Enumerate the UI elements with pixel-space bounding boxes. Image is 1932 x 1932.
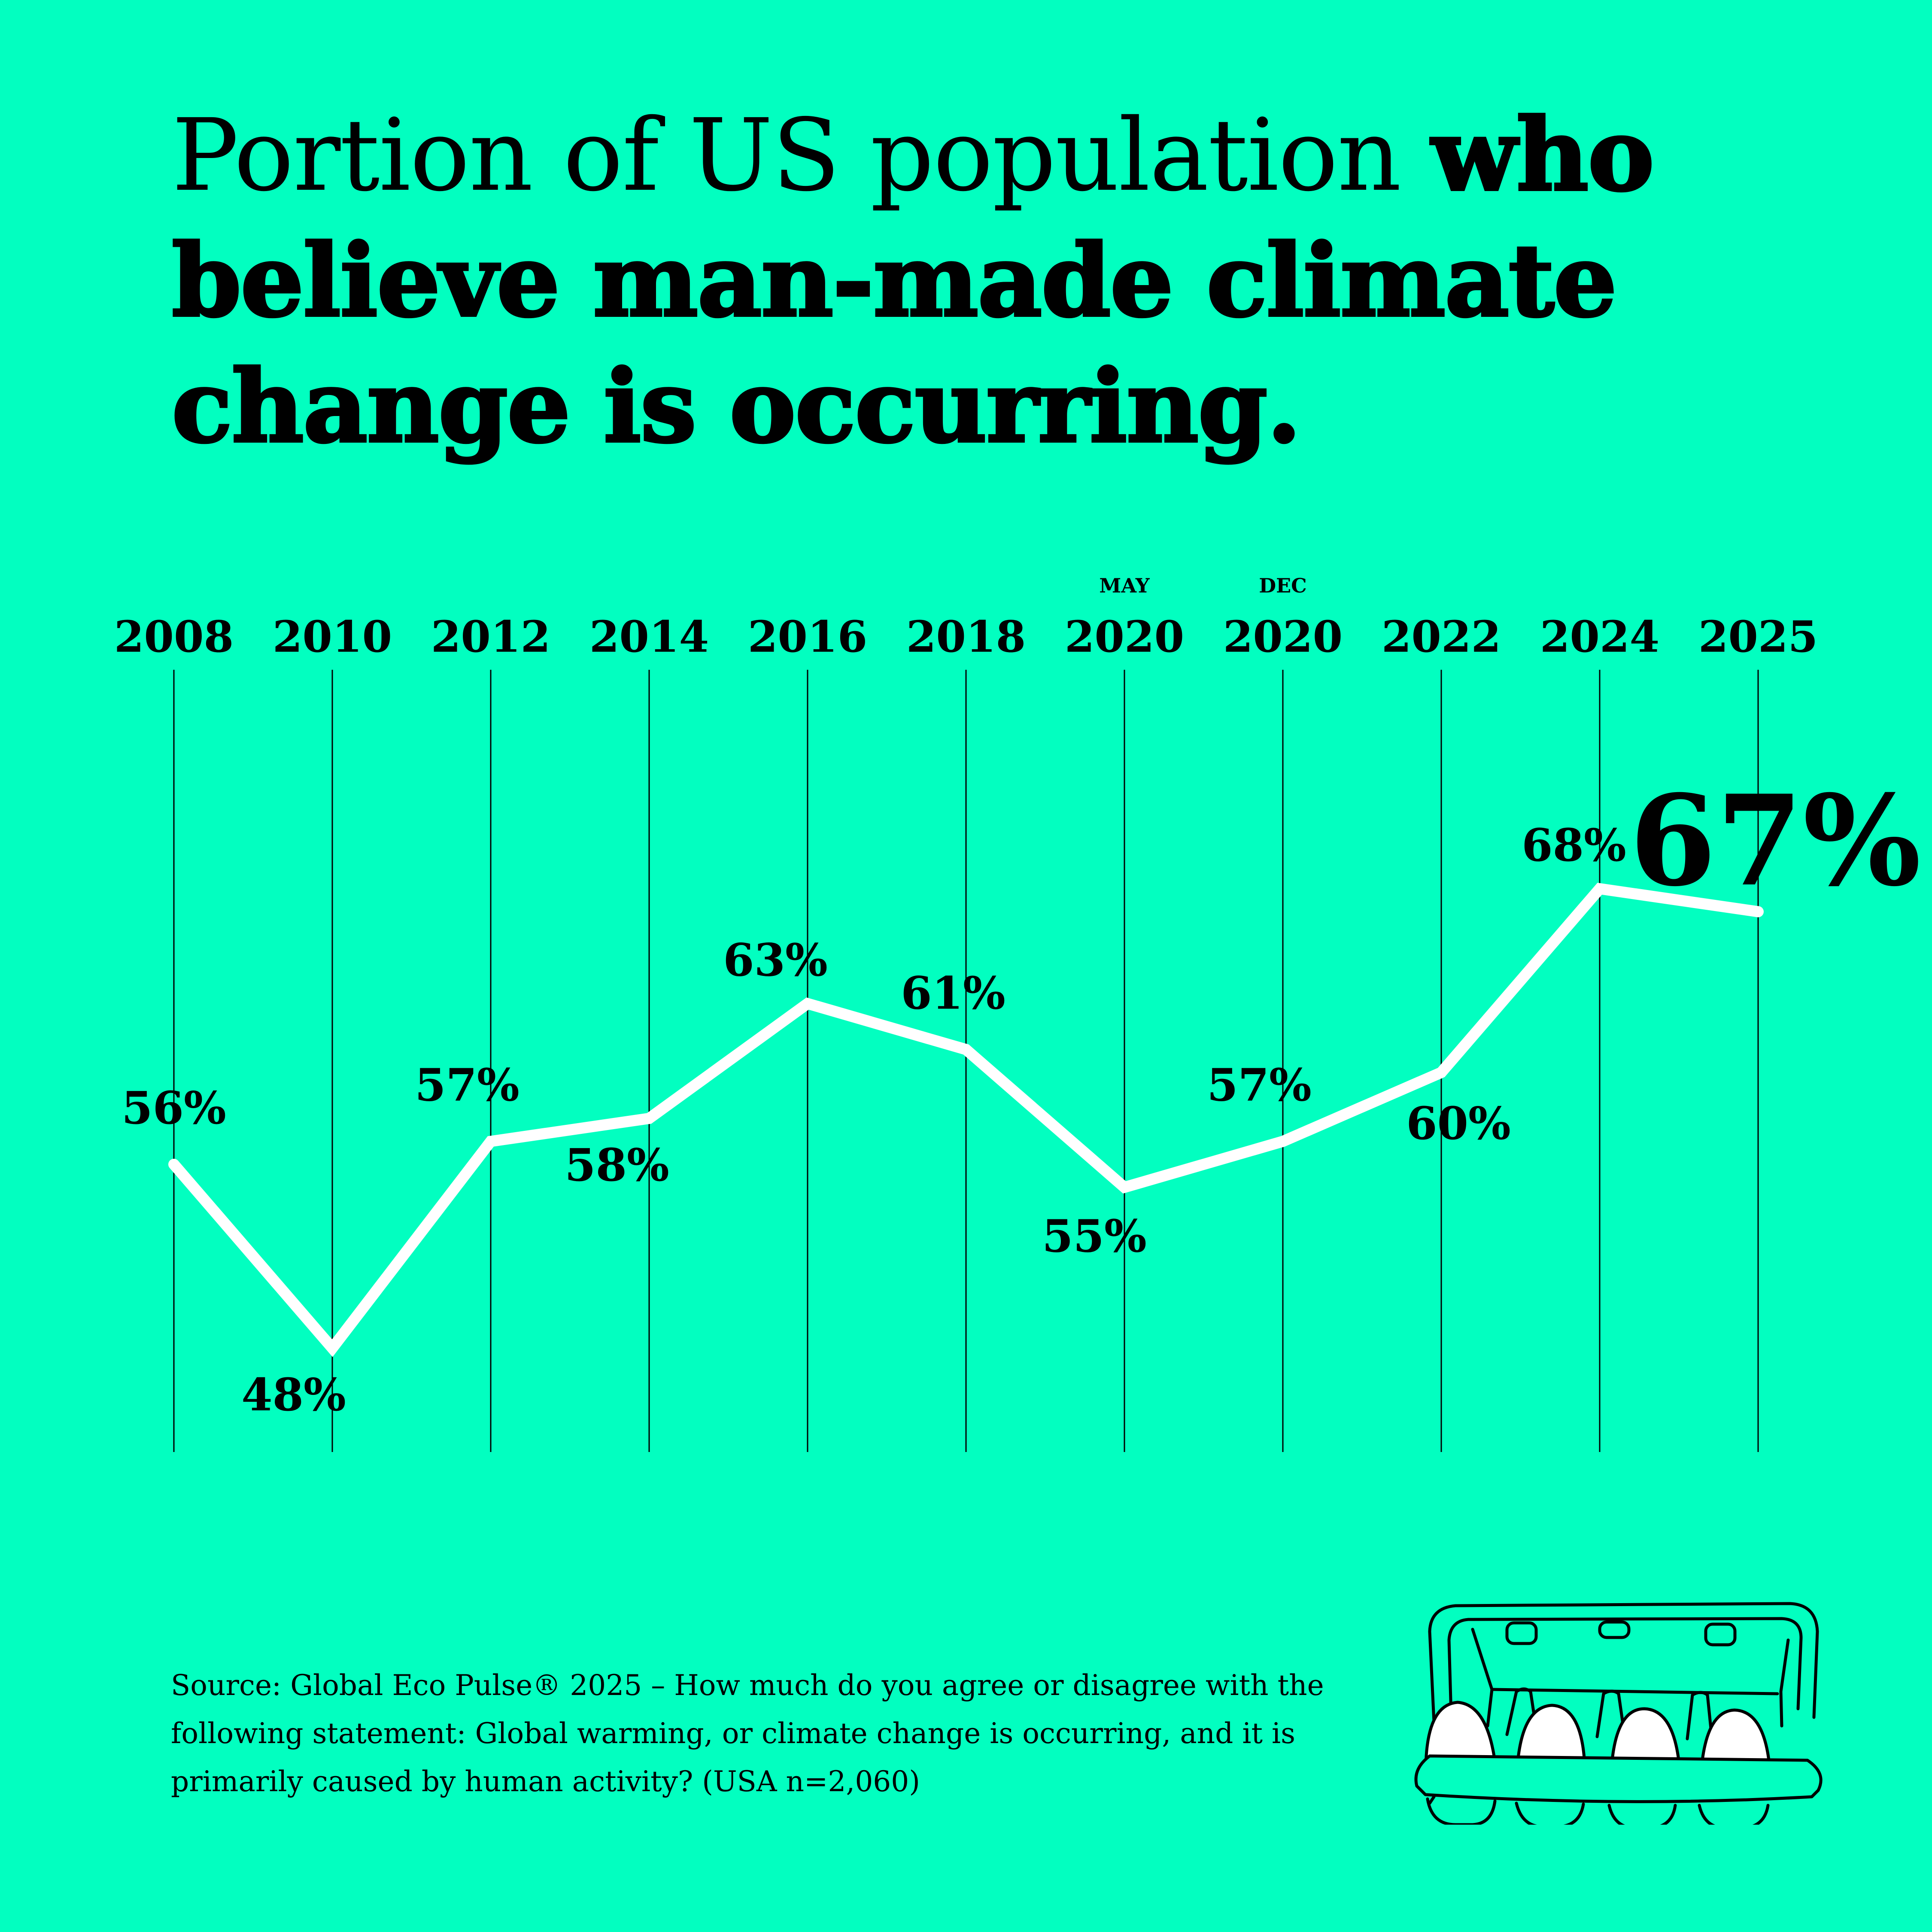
x-tick-label: 2022 (1382, 611, 1501, 662)
x-tick-label: 2012 (431, 611, 550, 662)
title-light: Portion of US population (172, 97, 1431, 213)
gridlines (173, 670, 1759, 1452)
data-label: 60% (1406, 1097, 1511, 1150)
title-bold: who believe man-made climate change is o… (170, 95, 1656, 466)
x-tick-label: 2010 (273, 611, 392, 662)
data-label: 58% (565, 1139, 669, 1191)
chart-title: Portion of US population who believe man… (170, 92, 1803, 470)
x-tick-label: 2024 (1540, 611, 1659, 662)
data-label: 48% (241, 1368, 346, 1421)
x-tick-label: 2008 (114, 611, 234, 662)
x-tick-month-label: MAY (1099, 574, 1150, 597)
x-tick-label: 2014 (589, 611, 709, 662)
data-label: 56% (122, 1081, 226, 1134)
x-tick-label: 2018 (906, 611, 1026, 662)
x-axis-labels: 2008 2010 2012 2014 2016 2018 2020 MAY 2020 DEC 20… (114, 574, 1818, 662)
data-labels: 56% 48% 57% 58% 63% 61% 55% 57% 60% 68% 67% (122, 768, 1921, 1421)
source-note: Source: Global Eco Pulse® 2025 – How muc… (171, 1669, 1324, 1798)
data-label: 63% (723, 934, 828, 987)
data-label: 55% (1042, 1210, 1147, 1263)
data-label: 57% (1207, 1059, 1312, 1112)
egg-carton-icon (1414, 1602, 1823, 1825)
x-tick-month-label: DEC (1259, 574, 1307, 597)
x-tick-label: 2020 (1065, 611, 1184, 662)
x-tick-label: 2025 (1698, 611, 1818, 662)
data-label-highlight: 67% (1629, 768, 1921, 914)
series-line-layer (168, 883, 1764, 1357)
x-tick-label: 2020 (1223, 611, 1343, 662)
x-tick-label: 2016 (748, 611, 867, 662)
data-label: 68% (1522, 819, 1626, 872)
data-label: 61% (901, 967, 1005, 1020)
data-label: 57% (415, 1059, 519, 1112)
